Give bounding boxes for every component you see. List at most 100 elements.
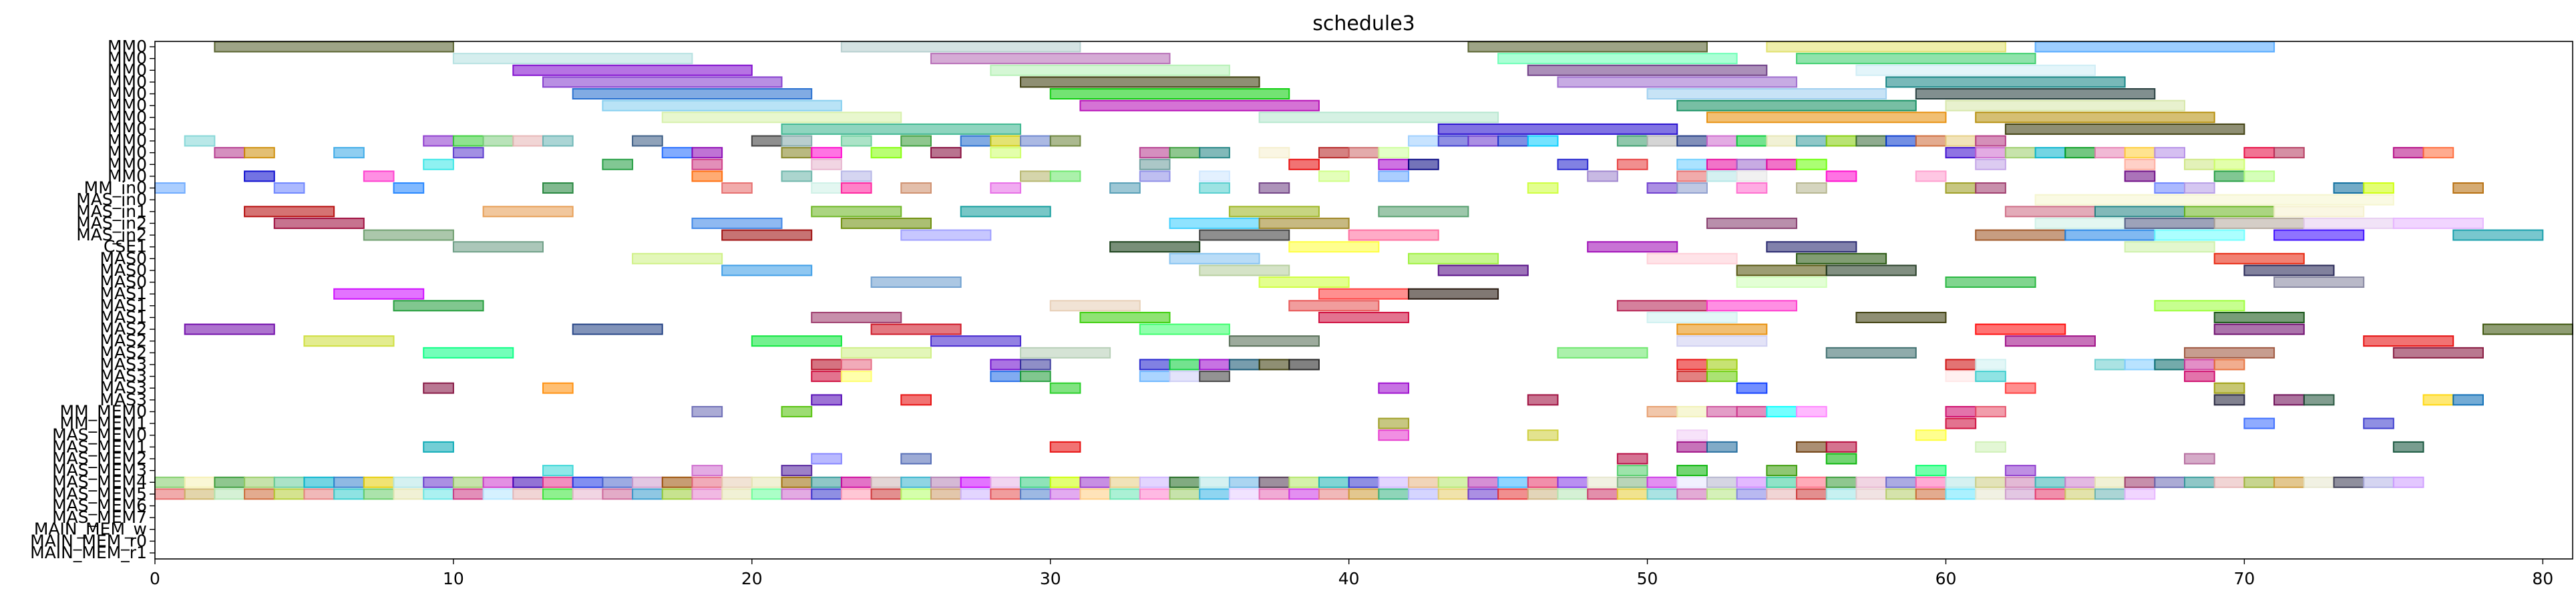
- task-bar: [1915, 429, 1947, 441]
- task-bar: [2154, 359, 2186, 371]
- y-tick-label: CSE1: [104, 237, 147, 256]
- task-bar: [512, 135, 544, 147]
- task-bar: [632, 476, 663, 488]
- task-bar: [2273, 276, 2365, 288]
- task-bar: [1736, 264, 1827, 276]
- task-bar: [273, 182, 305, 194]
- task-bar: [2333, 476, 2365, 488]
- task-bar: [1975, 441, 2006, 453]
- task-bar: [2124, 158, 2156, 170]
- task-bar: [1497, 476, 1529, 488]
- task-bar: [1796, 476, 1827, 488]
- task-bar: [1676, 135, 1708, 147]
- task-bar: [2273, 394, 2305, 406]
- task-bar: [840, 488, 872, 500]
- task-bar: [1766, 405, 1798, 417]
- task-bar: [1079, 488, 1111, 500]
- task-bar: [2124, 147, 2156, 159]
- task-bar: [781, 123, 1022, 135]
- task-bar: [303, 488, 335, 500]
- task-bar: [303, 476, 335, 488]
- y-tick-label: MAS_in1: [76, 202, 147, 221]
- task-bar: [1646, 182, 1678, 194]
- task-bar: [393, 300, 484, 312]
- task-bar: [1825, 441, 1857, 453]
- task-bar: [1915, 476, 1947, 488]
- task-bar: [1199, 264, 1290, 276]
- task-bar: [1587, 476, 1618, 488]
- task-bar: [273, 488, 305, 500]
- task-bar: [1646, 252, 1738, 264]
- task-bar: [273, 217, 365, 229]
- task-bar: [870, 476, 902, 488]
- task-bar: [1199, 371, 1230, 383]
- task-bar: [1228, 206, 1320, 218]
- task-bar: [811, 206, 902, 218]
- task-bar: [1169, 217, 1260, 229]
- y-tick-label: MAIN_MEM_r1: [30, 543, 147, 562]
- y-tick-label: MAS_MEM2: [52, 449, 147, 468]
- task-bar: [811, 182, 842, 194]
- task-bar: [2034, 476, 2066, 488]
- task-bar: [751, 335, 842, 347]
- task-bar: [1228, 476, 1260, 488]
- task-bar: [632, 252, 723, 264]
- y-tick-label: MAS3: [100, 390, 147, 409]
- task-bar: [691, 158, 723, 170]
- y-tick-label: MAS_MEM6: [52, 495, 147, 515]
- task-bar: [1378, 147, 1410, 159]
- task-bar: [1975, 229, 2066, 241]
- task-bar: [2333, 182, 2365, 194]
- task-bar: [1437, 123, 1678, 135]
- task-bar: [2184, 371, 2215, 383]
- y-tick-label: MAS2: [100, 343, 147, 362]
- task-bar: [1139, 323, 1230, 335]
- y-tick-label: MM0: [108, 49, 147, 68]
- task-bar: [2184, 359, 2215, 371]
- task-bar: [1915, 488, 1947, 500]
- task-bar: [1467, 476, 1499, 488]
- task-bar: [184, 488, 216, 500]
- task-bar: [244, 206, 335, 218]
- task-bar: [1020, 359, 1051, 371]
- task-bar: [452, 147, 484, 159]
- task-bar: [184, 135, 216, 147]
- task-bar: [2154, 300, 2245, 312]
- task-bar: [572, 476, 604, 488]
- task-bar: [1616, 135, 1648, 147]
- task-bar: [1885, 476, 1917, 488]
- bars-layer: [154, 41, 2574, 500]
- y-tick-label: MM0: [108, 72, 147, 91]
- task-bar: [840, 135, 872, 147]
- task-bar: [1945, 276, 2036, 288]
- task-bar: [2184, 347, 2275, 359]
- task-bar: [2213, 394, 2245, 406]
- task-bar: [1885, 76, 2126, 88]
- task-bar: [840, 182, 872, 194]
- y-tick-label: MAS2: [100, 331, 147, 351]
- task-bar: [2213, 158, 2245, 170]
- task-bar: [1945, 488, 1977, 500]
- task-bar: [1825, 453, 1857, 465]
- task-bar: [423, 135, 454, 147]
- task-bar: [1676, 476, 1708, 488]
- task-bar: [542, 182, 574, 194]
- task-bar: [990, 371, 1022, 383]
- task-bar: [1796, 182, 1827, 194]
- task-bar: [1378, 206, 1469, 218]
- task-bar: [1915, 88, 2156, 100]
- task-bar: [811, 311, 902, 323]
- task-bar: [244, 476, 275, 488]
- task-bar: [1587, 170, 1618, 182]
- task-bar: [1885, 488, 1917, 500]
- task-bar: [393, 488, 425, 500]
- task-bar: [1975, 405, 2006, 417]
- task-bar: [2213, 323, 2305, 335]
- task-bar: [1020, 170, 1051, 182]
- task-bar: [1199, 182, 1230, 194]
- task-bar: [1020, 76, 1260, 88]
- x-tick-label: 70: [2233, 569, 2255, 588]
- task-bar: [721, 229, 813, 241]
- task-bar: [542, 382, 574, 394]
